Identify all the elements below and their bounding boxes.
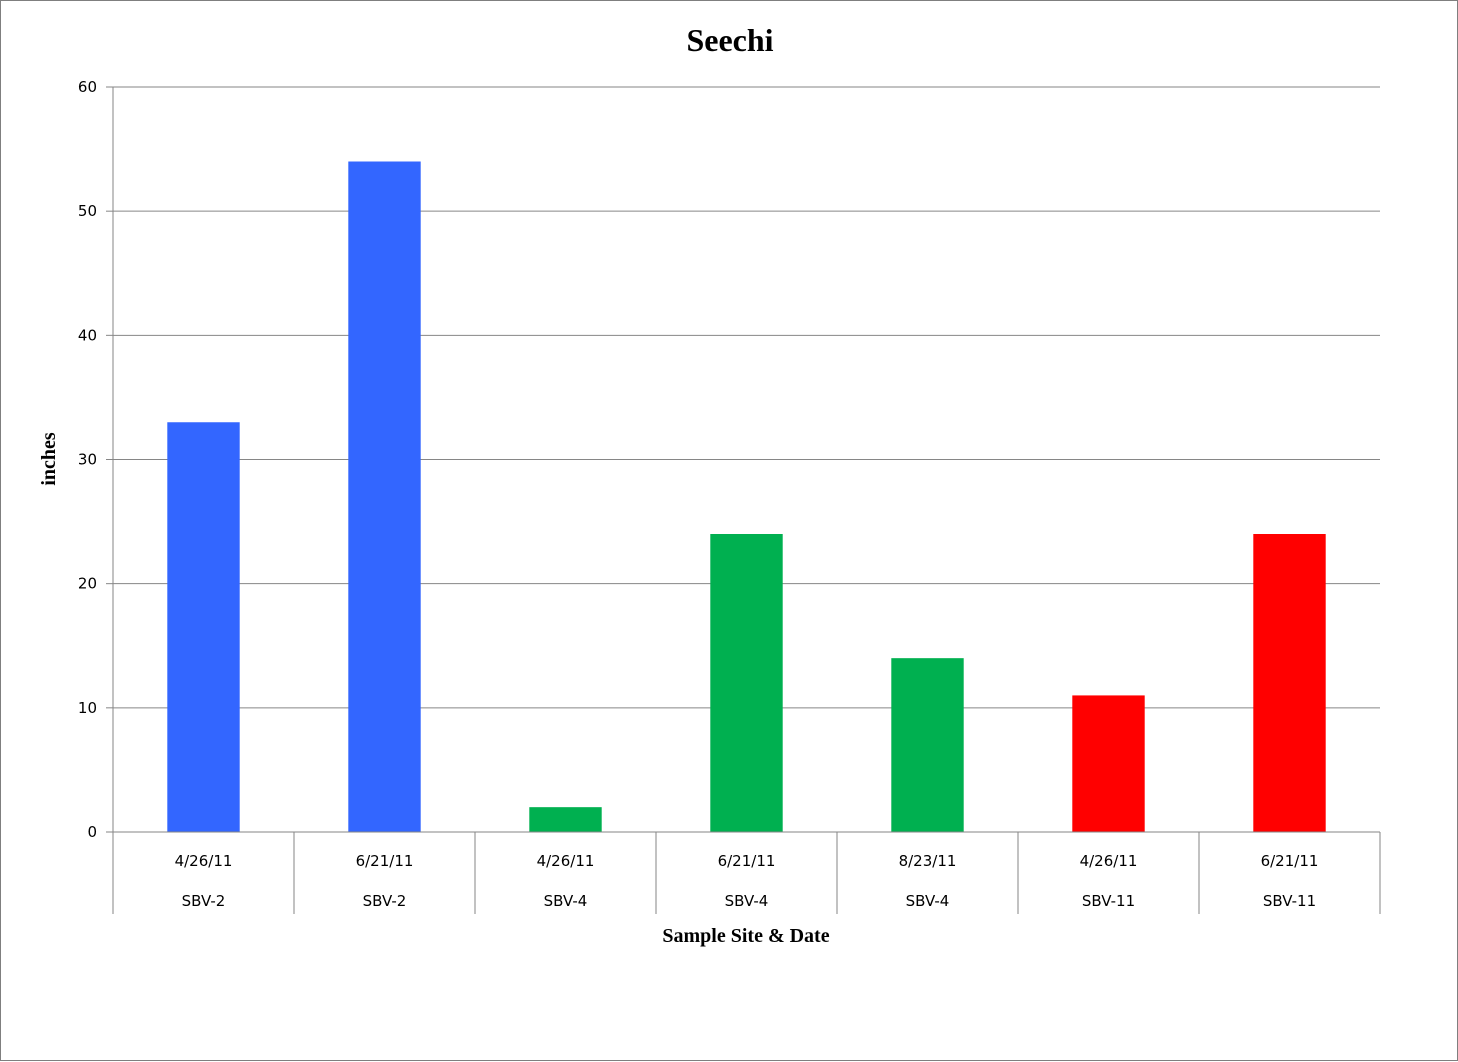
y-tick-label: 50 (78, 202, 97, 220)
x-site-label: SBV-11 (1082, 892, 1135, 910)
x-date-label: 6/21/11 (718, 852, 776, 870)
x-date-label: 4/26/11 (1080, 852, 1138, 870)
x-date-label: 6/21/11 (356, 852, 414, 870)
chart-title: Seechi (686, 22, 773, 58)
x-site-label: SBV-2 (363, 892, 407, 910)
x-date-label: 4/26/11 (537, 852, 595, 870)
x-site-label: SBV-4 (725, 892, 769, 910)
y-axis-title: inches (38, 432, 60, 486)
x-site-label: SBV-4 (906, 892, 950, 910)
y-tick-label: 20 (78, 575, 97, 593)
y-tick-label: 40 (78, 326, 97, 344)
x-date-label: 4/26/11 (175, 852, 233, 870)
bar (710, 534, 783, 832)
y-tick-labels: 0 10 20 30 40 50 60 (78, 78, 113, 841)
x-site-label: SBV-2 (182, 892, 226, 910)
bar (1072, 695, 1145, 832)
y-tick-label: 30 (78, 451, 97, 469)
x-date-label: 6/21/11 (1261, 852, 1319, 870)
bar (891, 658, 964, 832)
x-date-label: 8/23/11 (899, 852, 957, 870)
y-tick-label: 0 (87, 823, 97, 841)
gridlines (113, 86, 1380, 709)
bar (348, 161, 421, 832)
bar (529, 807, 602, 832)
x-axis-title: Sample Site & Date (662, 925, 829, 947)
x-category-labels: 4/26/11 SBV-2 6/21/11 SBV-2 4/26/11 SBV-4 6/21… (175, 852, 1319, 910)
bar (1253, 534, 1326, 832)
x-site-label: SBV-4 (544, 892, 588, 910)
bar (167, 422, 240, 832)
y-tick-label: 60 (78, 78, 97, 96)
bars (167, 161, 1326, 832)
y-tick-label: 10 (78, 699, 97, 717)
x-site-label: SBV-11 (1263, 892, 1316, 910)
